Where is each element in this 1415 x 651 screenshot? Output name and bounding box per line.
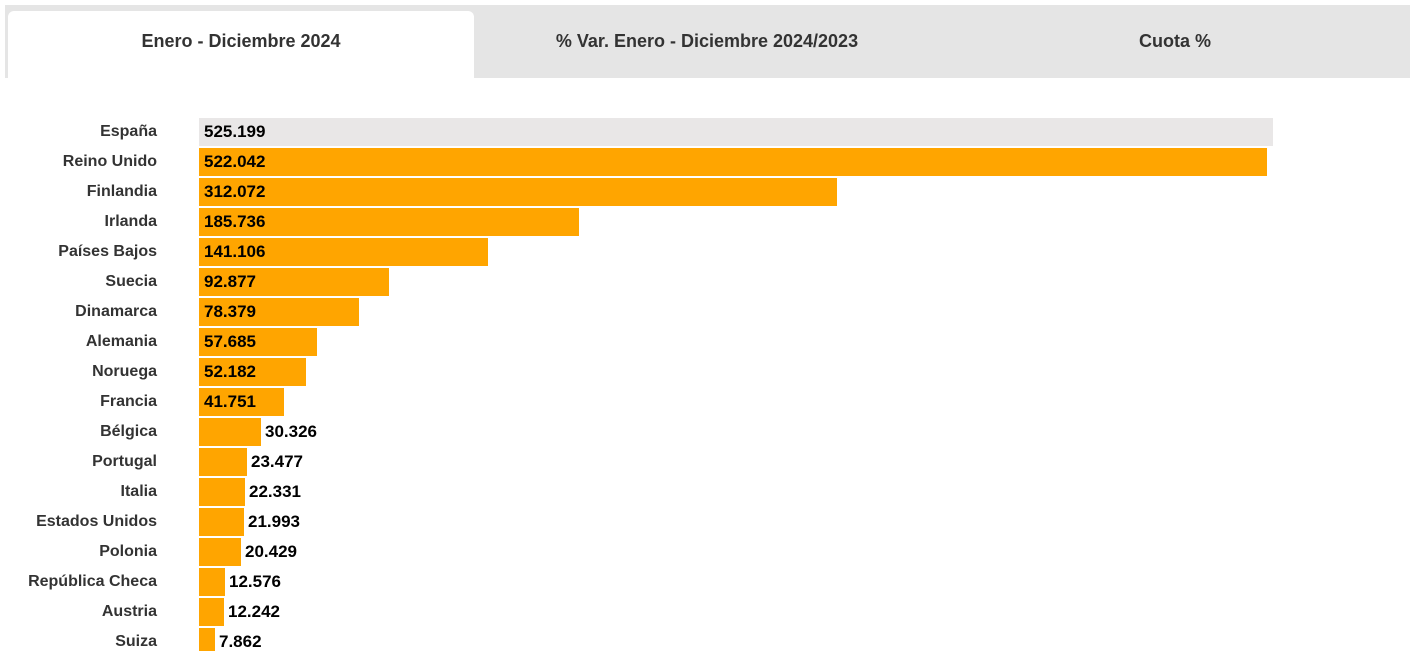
bar-row-noruega: Noruega 52.182 — [0, 358, 1415, 388]
category-label: República Checa — [28, 573, 157, 590]
value-label: 522.042 — [204, 152, 266, 171]
value-label: 78.379 — [204, 302, 256, 321]
value-label: 12.242 — [228, 602, 280, 621]
value-label: 30.326 — [265, 422, 317, 441]
value-label: 525.199 — [204, 122, 266, 141]
category-label: Países Bajos — [58, 243, 157, 260]
tab-enero-diciembre-2024[interactable]: Enero - Diciembre 2024 — [8, 11, 474, 78]
bar[interactable] — [199, 358, 306, 386]
category-label: Reino Unido — [62, 153, 157, 170]
value-label: 312.072 — [204, 182, 266, 201]
bar-row-portugal: Portugal 23.477 — [0, 448, 1415, 478]
bar[interactable] — [199, 388, 284, 416]
bar[interactable] — [199, 448, 247, 476]
category-label: Bélgica — [100, 423, 157, 440]
value-label: 7.862 — [219, 632, 262, 651]
bar[interactable] — [199, 568, 225, 596]
value-label: 52.182 — [204, 362, 256, 381]
category-label: Italia — [120, 483, 157, 500]
category-label: Estados Unidos — [36, 513, 157, 530]
bar[interactable] — [199, 628, 215, 651]
value-label: 185.736 — [204, 212, 266, 231]
bar-row-dinamarca: Dinamarca 78.379 — [0, 298, 1415, 328]
bar[interactable] — [199, 178, 837, 206]
value-label: 141.106 — [204, 242, 266, 261]
category-label: Irlanda — [104, 213, 157, 230]
bar-row-italia: Italia 22.331 — [0, 478, 1415, 508]
category-label: Austria — [101, 603, 157, 620]
bar-chart: España 525.199 Reino Unido 522.042 Finlandia… — [0, 118, 1415, 651]
category-label: España — [100, 123, 157, 140]
category-label: Francia — [100, 393, 157, 410]
bar[interactable] — [199, 298, 359, 326]
bar-row-finlandia: Finlandia 312.072 — [0, 178, 1415, 208]
bar[interactable] — [199, 148, 1267, 176]
tab-cuota[interactable]: Cuota % — [1139, 31, 1211, 51]
bar[interactable] — [199, 238, 488, 266]
bar-row-suecia: Suecia 92.877 — [0, 268, 1415, 298]
tab-bar: Enero - Diciembre 2024 % Var. Enero - Di… — [5, 5, 1410, 78]
category-label: Suecia — [105, 273, 157, 290]
value-label: 92.877 — [204, 272, 256, 291]
bar-row-reino-unido: Reino Unido 522.042 — [0, 148, 1415, 178]
value-label: 22.331 — [249, 482, 301, 501]
bar[interactable] — [199, 418, 261, 446]
bar-row-suiza: Suiza 7.862 — [0, 628, 1415, 651]
bar[interactable] — [199, 328, 317, 356]
value-label: 20.429 — [245, 542, 297, 561]
bar[interactable] — [199, 118, 1273, 146]
bar[interactable] — [199, 478, 245, 506]
value-label: 21.993 — [248, 512, 300, 531]
value-label: 12.576 — [229, 572, 281, 591]
bar-row-espana: España 525.199 — [0, 118, 1415, 148]
bar-row-republica-checa: República Checa 12.576 — [0, 568, 1415, 598]
bar[interactable] — [199, 598, 224, 626]
category-label: Dinamarca — [75, 303, 157, 320]
category-label: Alemania — [85, 333, 157, 350]
bar[interactable] — [199, 508, 244, 536]
tab-var-enero-diciembre[interactable]: % Var. Enero - Diciembre 2024/2023 — [555, 31, 859, 51]
value-label: 41.751 — [204, 392, 256, 411]
bar-row-irlanda: Irlanda 185.736 — [0, 208, 1415, 238]
bar-row-alemania: Alemania 57.685 — [0, 328, 1415, 358]
bar[interactable] — [199, 268, 389, 296]
value-label: 57.685 — [204, 332, 256, 351]
category-label: Polonia — [99, 543, 157, 560]
bar-row-polonia: Polonia 20.429 — [0, 538, 1415, 568]
bar-row-paises-bajos: Países Bajos 141.106 — [0, 238, 1415, 268]
category-label: Portugal — [92, 453, 157, 470]
bar-row-francia: Francia 41.751 — [0, 388, 1415, 418]
bar[interactable] — [199, 208, 579, 236]
bar-row-estados-unidos: Estados Unidos 21.993 — [0, 508, 1415, 538]
bar[interactable] — [199, 538, 241, 566]
category-label: Noruega — [92, 363, 157, 380]
category-label: Finlandia — [86, 183, 157, 200]
category-label: Suiza — [115, 633, 157, 650]
bar-row-austria: Austria 12.242 — [0, 598, 1415, 628]
bar-row-belgica: Bélgica 30.326 — [0, 418, 1415, 448]
value-label: 23.477 — [251, 452, 303, 471]
